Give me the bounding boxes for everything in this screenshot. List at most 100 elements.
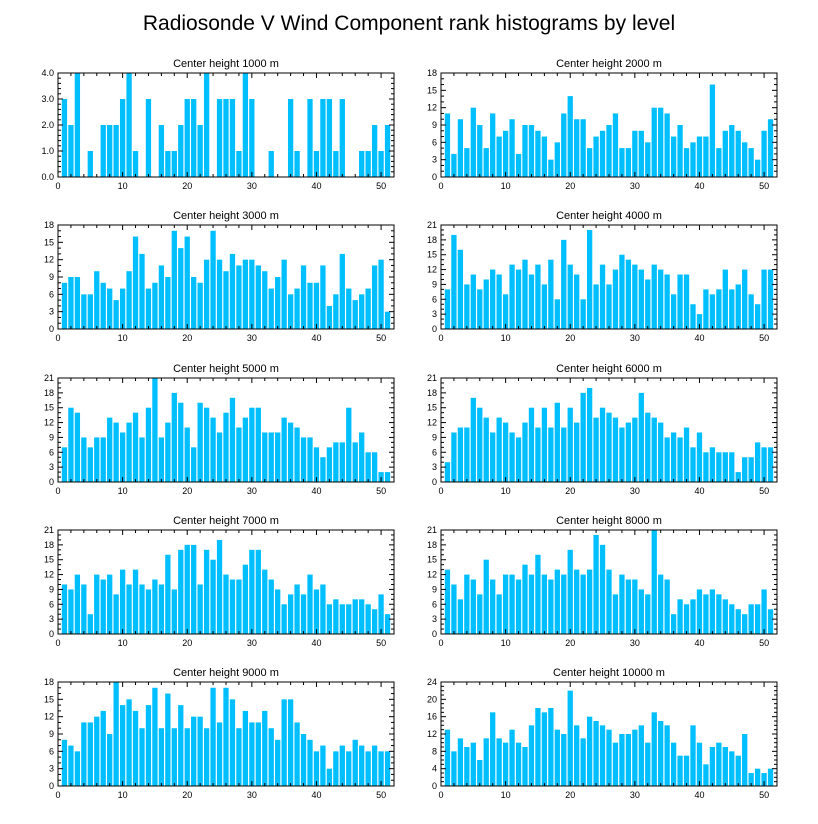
histogram-bar [625, 734, 632, 786]
histogram-bar [567, 407, 573, 482]
histogram-bar [761, 589, 767, 634]
y-tick-label: 9 [432, 584, 437, 594]
histogram-bar [444, 289, 451, 329]
histogram-bar [152, 687, 158, 786]
y-tick-label: 1.0 [41, 146, 54, 156]
histogram-bar [515, 269, 522, 329]
histogram-bar [567, 264, 573, 329]
histogram-panel: Center height 2000 m 0 10 20 30 40 50 0 3 6 9 12 15 1… [427, 58, 778, 191]
histogram-bar [313, 151, 320, 177]
histogram-bar [158, 584, 165, 634]
histogram-bar [165, 422, 171, 482]
x-tick-label: 10 [118, 486, 128, 496]
histogram-bar [255, 722, 261, 786]
y-tick-label: 21 [44, 373, 54, 383]
histogram-bar [281, 604, 287, 634]
histogram-bar [464, 427, 470, 482]
y-tick-label: 9 [432, 432, 437, 442]
histogram-bar [210, 417, 216, 482]
histogram-bar [158, 265, 165, 329]
y-tick-label: 8 [432, 746, 437, 756]
x-tick-label: 30 [630, 638, 640, 648]
histogram-bar [625, 148, 632, 177]
y-tick-label: 15 [44, 403, 54, 413]
histogram-bar [210, 687, 216, 786]
histogram-bar [262, 710, 268, 786]
histogram-bar [444, 729, 451, 786]
histogram-bar [683, 755, 690, 786]
histogram-bar [255, 549, 261, 634]
histogram-bar [371, 265, 378, 329]
histogram-bar [262, 569, 268, 634]
histogram-bar [444, 569, 451, 634]
histogram-bar [709, 447, 716, 482]
histogram-bar [365, 151, 371, 177]
histogram-bar [216, 432, 223, 482]
histogram-bar [139, 728, 145, 786]
histogram-bar [262, 271, 268, 329]
histogram-bar [502, 742, 509, 786]
histogram-bar [145, 288, 152, 329]
histogram-bar [223, 99, 229, 177]
histogram-bar [191, 447, 197, 482]
x-tick-label: 50 [376, 486, 386, 496]
y-tick-label: 21 [427, 373, 437, 383]
histogram-bar [754, 768, 761, 786]
y-tick-label: 3 [49, 307, 54, 317]
histogram-bar [690, 725, 696, 786]
histogram-bar [677, 599, 683, 634]
histogram-bar [477, 760, 483, 786]
histogram-bar [457, 427, 464, 482]
histogram-bar [457, 119, 464, 177]
histogram-bar [716, 594, 722, 634]
x-tick-label: 30 [630, 181, 640, 191]
histogram-bar [113, 422, 119, 482]
histogram-bar [100, 125, 106, 177]
histogram-bar [384, 472, 391, 482]
histogram-bar [451, 234, 457, 329]
histogram-bar [242, 417, 249, 482]
histogram-bar [184, 544, 190, 634]
histogram-bar [754, 159, 761, 177]
y-tick-label: 18 [427, 540, 437, 550]
histogram-bar [126, 584, 132, 634]
histogram-bar [645, 412, 651, 482]
y-tick-label: 3.0 [41, 94, 54, 104]
histogram-bar [490, 269, 496, 329]
histogram-bar [574, 274, 580, 329]
histogram-bar [132, 569, 139, 634]
histogram-bar [145, 407, 152, 482]
histogram-bar [606, 729, 612, 786]
y-tick-label: 15 [427, 555, 437, 565]
histogram-bar [145, 589, 152, 634]
histogram-bar [729, 604, 735, 634]
histogram-bar [320, 745, 326, 786]
histogram-bar [645, 742, 651, 786]
histogram-bar [333, 751, 339, 786]
x-tick-label: 30 [247, 181, 257, 191]
histogram-bar [152, 282, 158, 329]
histogram-bar [81, 722, 87, 786]
histogram-bar [683, 604, 690, 634]
y-tick-label: 3 [432, 614, 437, 624]
histogram-bar [171, 589, 177, 634]
histogram-bar [229, 99, 236, 177]
y-tick-label: 9 [49, 584, 54, 594]
histogram-bar [748, 773, 754, 786]
histogram-bar [339, 253, 345, 329]
histogram-bar [574, 422, 580, 482]
histogram-bar [567, 549, 573, 634]
y-tick-label: 20 [427, 694, 437, 704]
histogram-bar [541, 407, 548, 482]
y-tick-label: 0 [432, 781, 437, 791]
panel-title: Center height 2000 m [556, 58, 662, 70]
x-tick-label: 30 [247, 790, 257, 800]
panel-title: Center height 10000 m [553, 667, 665, 679]
histogram-bar [294, 722, 300, 786]
y-tick-label: 12 [427, 265, 437, 275]
histogram-bar [68, 745, 74, 786]
histogram-bar [457, 249, 464, 329]
panel-title: Center height 8000 m [556, 515, 662, 527]
histogram-bar [470, 107, 476, 177]
histogram-bar [619, 254, 625, 329]
